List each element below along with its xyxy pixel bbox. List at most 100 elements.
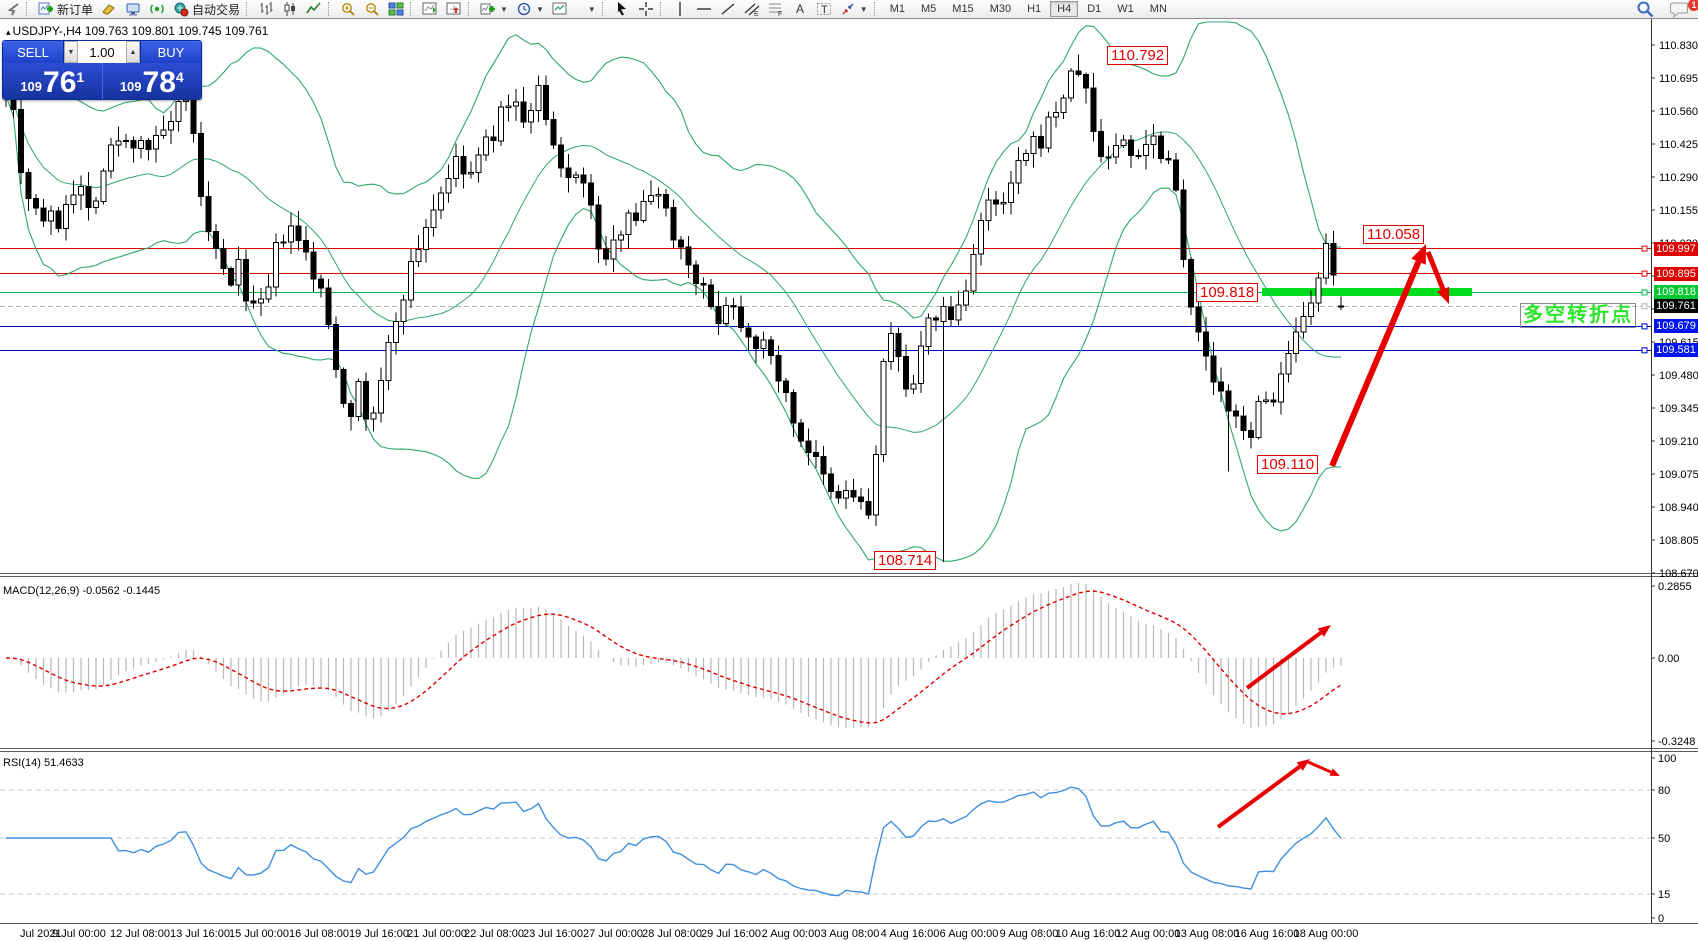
price-annotation-label[interactable]: 110.058	[1363, 225, 1425, 244]
autoscroll-button[interactable]	[548, 1, 572, 17]
x-axis-label: 9 Aug 08:00	[1000, 928, 1059, 940]
price-annotation-label[interactable]: 109.110	[1257, 455, 1319, 474]
computer-button[interactable]	[121, 1, 145, 17]
line-chart-button[interactable]	[302, 1, 326, 17]
clipped-button[interactable]	[0, 1, 24, 17]
channel-icon: E	[744, 1, 760, 17]
indicator-window-button[interactable]	[418, 1, 442, 17]
cursor-button[interactable]	[610, 1, 634, 17]
timeframe-button-h4[interactable]: H4	[1050, 1, 1079, 17]
price-tick: 110.830	[1659, 40, 1698, 52]
timeframe-button-m15[interactable]: M15	[952, 3, 974, 15]
price-tick: 109.210	[1659, 436, 1698, 448]
level-price-badge: 109.997	[1654, 241, 1698, 256]
x-axis-label: 29 Jul 16:00	[701, 928, 761, 940]
eraser-button[interactable]	[97, 1, 121, 17]
channel-button[interactable]: E	[740, 1, 764, 17]
sell-price-display[interactable]: 109 76 1	[3, 63, 103, 99]
x-axis-label: 10 Aug 16:00	[1056, 928, 1121, 940]
turning-point-note[interactable]: 多空转折点	[1520, 303, 1636, 328]
signal-icon	[149, 1, 165, 17]
toolbar-separator	[601, 2, 608, 16]
clock-button[interactable]: ▼	[512, 1, 548, 17]
symbol-marker-icon: ▴	[6, 27, 11, 37]
level-price-badge: 109.679	[1654, 319, 1698, 334]
new-order-button[interactable]: 新订单	[34, 1, 97, 17]
crosshair-button[interactable]	[634, 1, 658, 17]
autoscroll-icon	[552, 1, 568, 17]
price-tick: 110.695	[1659, 73, 1698, 85]
fibonacci-button[interactable]: F	[764, 1, 788, 17]
buy-price-display[interactable]: 109 78 4	[103, 63, 202, 99]
bar-chart-button[interactable]	[254, 1, 278, 17]
zoom-in-button[interactable]	[336, 1, 360, 17]
sell-price-point: 1	[76, 69, 85, 85]
timeframe-button-m5[interactable]: M5	[921, 3, 937, 15]
timeframe-button-mn[interactable]: MN	[1149, 3, 1167, 15]
crosshair-icon	[638, 1, 654, 17]
cursor-icon	[614, 1, 630, 17]
x-axis-label: 28 Jul 08:00	[642, 928, 702, 940]
timeframe-button-w1[interactable]: W1	[1117, 3, 1134, 15]
price-annotation-label[interactable]: 110.792	[1107, 46, 1169, 65]
price-annotation-label[interactable]: 109.818	[1196, 283, 1259, 302]
zoom-out-button[interactable]	[360, 1, 384, 17]
line-chart-icon	[306, 1, 322, 17]
x-axis-label: 16 Aug 16:00	[1235, 928, 1300, 940]
volume-increase-button[interactable]: ▲	[126, 41, 140, 63]
x-axis-label: 12 Aug 00:00	[1116, 928, 1181, 940]
buy-button[interactable]: BUY	[141, 41, 201, 63]
volume-decrease-button[interactable]: ▼	[64, 41, 78, 63]
price-tick: 108.805	[1659, 535, 1698, 547]
dropdown-caret-button[interactable]: ▼	[572, 1, 600, 17]
level-price-badge: 109.818	[1654, 285, 1698, 300]
chat-icon	[1670, 0, 1690, 18]
price-annotation-label[interactable]: 108.714	[874, 551, 937, 570]
chat-button[interactable]: 1	[1666, 0, 1698, 18]
autotrade-button[interactable]: 自动交易	[169, 1, 244, 17]
arrows-button[interactable]: ▼	[836, 1, 872, 17]
chevron-down-icon: ▼	[535, 4, 544, 14]
chevron-down-icon: ▼	[859, 4, 868, 14]
arrows-icon	[840, 1, 856, 17]
rsi-label: RSI(14) 51.4633	[3, 757, 84, 769]
toolbar-button-label: 新订单	[57, 2, 94, 17]
candle-chart-button[interactable]	[278, 1, 302, 17]
level-price-badge: 109.895	[1654, 266, 1698, 281]
current-price-badge: 109.761	[1654, 299, 1698, 314]
timeframe-button-m1[interactable]: M1	[889, 3, 905, 15]
indicator-scale-tick: 100	[1658, 753, 1676, 765]
indicator-scale-tick: 80	[1658, 785, 1670, 797]
level-price-badge: 109.581	[1654, 343, 1698, 358]
indicator-scale-tick: 15	[1658, 889, 1670, 901]
volume-input[interactable]	[78, 41, 126, 63]
text-button[interactable]: A	[788, 1, 812, 17]
signal-button[interactable]	[145, 1, 169, 17]
chart-ohlc-values: 109.763 109.801 109.745 109.761	[84, 24, 269, 38]
timeframe-button-m30[interactable]: M30	[989, 3, 1012, 15]
indicator-scale-tick: 0.2855	[1658, 581, 1692, 593]
toolbar-separator	[328, 2, 334, 16]
add-indicator-button[interactable]: ▼	[476, 1, 512, 17]
timeframe-button-h1[interactable]: H1	[1027, 3, 1042, 15]
indicator-cursor-button[interactable]	[442, 1, 466, 17]
indicator-scale-tick: 50	[1658, 833, 1670, 845]
sell-button[interactable]: SELL	[3, 41, 63, 63]
x-axis-label: 13 Jul 16:00	[170, 928, 230, 940]
tile-windows-button[interactable]	[384, 1, 408, 17]
toolbar-separator	[468, 2, 474, 16]
trendline-button[interactable]	[716, 1, 740, 17]
label-button[interactable]: T	[812, 1, 836, 17]
search-button[interactable]	[1632, 1, 1658, 18]
vline-icon	[672, 1, 688, 17]
x-axis-label: 23 Jul 16:00	[523, 928, 583, 940]
trendline-icon	[720, 1, 736, 17]
notification-badge: 1	[1688, 0, 1698, 11]
timeframe-button-d1[interactable]: D1	[1087, 3, 1102, 15]
volume-stepper: ▼ ▲	[63, 41, 141, 63]
hline-button[interactable]	[692, 1, 716, 17]
svg-text:E: E	[754, 11, 759, 17]
new-order-icon	[38, 1, 54, 17]
vline-button[interactable]	[668, 1, 692, 17]
